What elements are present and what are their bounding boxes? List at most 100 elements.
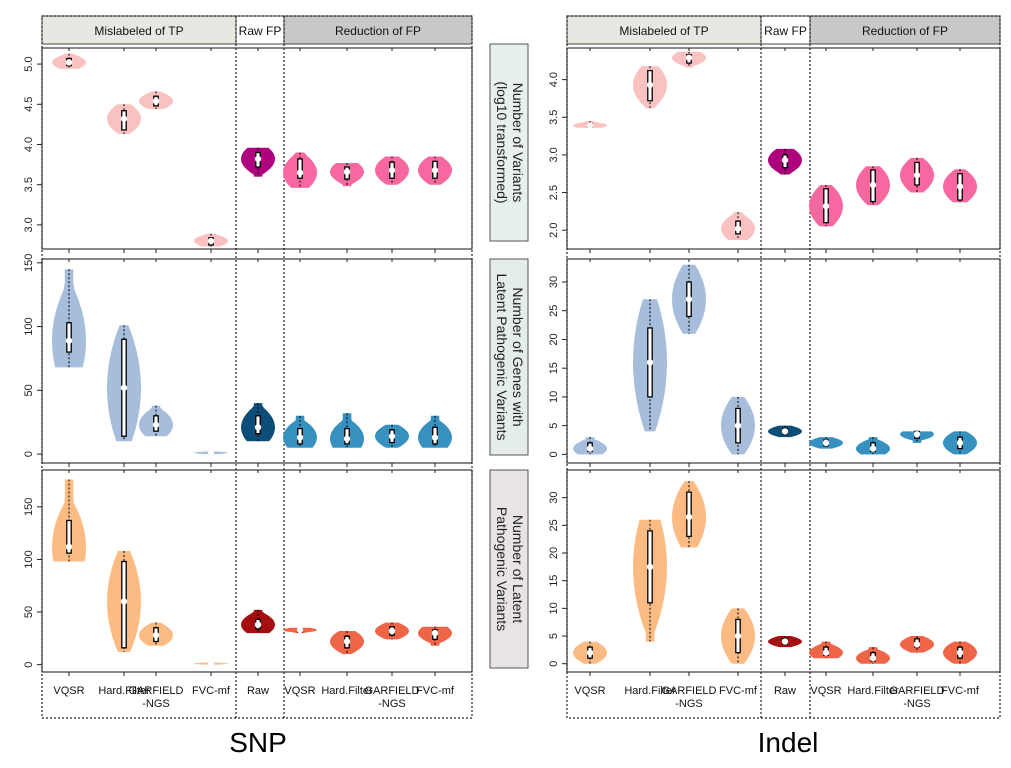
violin-median [152, 631, 160, 639]
violin [330, 630, 364, 655]
violin-median [822, 649, 830, 656]
violin-median [869, 181, 877, 189]
violin-median [869, 445, 877, 452]
violin-median [734, 225, 742, 232]
y-tick-label: 3.5 [548, 110, 560, 125]
violin-median [913, 641, 921, 648]
row-label-line: Number of Latent [510, 515, 526, 623]
y-tick-label: 3.0 [23, 217, 35, 232]
x-tick-label-line: GARFIELD [128, 685, 183, 697]
violin [283, 626, 317, 634]
x-tick-label-line: -NGS [903, 698, 931, 710]
violin-median [343, 638, 351, 645]
violin [856, 166, 890, 206]
row-label-box [489, 43, 529, 242]
violin-median [586, 445, 594, 452]
x-tick-label-line: FVC-mf [192, 685, 231, 697]
panel-title-snp: SNP [229, 727, 287, 758]
y-tick-label: 0 [548, 661, 560, 667]
violin-median [822, 439, 830, 447]
violin [721, 396, 755, 455]
violin [943, 641, 977, 664]
violin [809, 185, 843, 227]
violin-median [254, 155, 262, 163]
violin-median [869, 654, 877, 662]
x-tick-label-line: VQSR [574, 685, 605, 697]
violin [900, 157, 934, 193]
x-tick-label: Hard.Filter [847, 685, 899, 697]
strip-raw-bg [760, 15, 811, 45]
violin-median [120, 598, 128, 605]
x-tick-label: Raw [247, 685, 269, 697]
row-label-box [489, 469, 529, 669]
violin [672, 264, 706, 334]
strip-reduction-label: Reduction of FP [862, 24, 948, 38]
violin-median [343, 435, 351, 442]
strip-reduction-label: Reduction of FP [335, 24, 421, 38]
plot-row-1: 2.0 2.5 3.0 3.5 4.0 [548, 47, 1001, 253]
x-tick-label-line: Hard.Filter [98, 685, 150, 697]
violin [418, 156, 452, 185]
violin [809, 641, 843, 659]
violin-median [734, 422, 742, 429]
violin-box [297, 158, 303, 179]
plot-row-2: 0 5 10 15 20 25 30 [548, 258, 1001, 467]
y-tick-label: 3.5 [23, 177, 35, 192]
violin [241, 403, 275, 442]
x-tick-label-line: -NGS [675, 698, 703, 710]
violin [856, 647, 890, 664]
x-tick-label-line: FVC-mf [941, 685, 980, 697]
y-tick-label: 4.5 [23, 97, 35, 112]
plot-row-1: 3.0 3.5 4.0 4.5 5.0 [23, 47, 473, 253]
violin [52, 53, 86, 69]
violin-median [254, 424, 262, 431]
violin [139, 91, 173, 110]
y-tick-label: 10 [548, 602, 560, 614]
x-tick-label: VQSR [53, 685, 84, 697]
violin [633, 66, 667, 109]
x-tick-label-line: Raw [774, 685, 796, 697]
y-tick-label: 0 [548, 451, 560, 457]
panel-indel: Mislabeled of TP Raw FP Reduction of FP 2.0… [548, 15, 1001, 719]
y-tick-label: 50 [23, 606, 35, 618]
x-tick-label-line: VQSR [810, 685, 841, 697]
violin [241, 609, 275, 634]
y-tick-label: 150 [23, 498, 35, 516]
x-tick-label: FVC-mf [719, 685, 758, 697]
row-label-line: Pathogenic Variants [494, 507, 510, 631]
plot-box [41, 469, 473, 673]
y-tick-label: 4.0 [23, 137, 35, 152]
violin [809, 437, 843, 449]
plot-box [566, 469, 1001, 673]
row-label-line: (log10 transformed) [494, 81, 510, 203]
violin-median [734, 632, 742, 640]
violin-median [781, 638, 789, 645]
y-tick-label: 15 [548, 362, 560, 374]
violin [633, 299, 667, 432]
violin [633, 519, 667, 642]
violin-median [646, 81, 654, 89]
plot-box [41, 47, 473, 250]
violin [943, 431, 977, 455]
violin-median [65, 337, 73, 344]
violin [768, 148, 802, 175]
violin-median [685, 296, 693, 303]
y-tick-label: 5 [548, 633, 560, 639]
violin-median [431, 167, 439, 174]
plot-box [566, 47, 1001, 250]
violin-median [913, 431, 921, 438]
violin-median [120, 115, 128, 122]
row-label-line: Number of Variants [510, 83, 526, 203]
x-tick-label: Hard.Filter [624, 685, 676, 697]
violin [330, 413, 364, 448]
violin [573, 437, 607, 455]
violin-median [207, 449, 215, 456]
violin [375, 156, 409, 185]
panel-title-indel: Indel [758, 727, 819, 758]
y-tick-label: 100 [23, 550, 35, 568]
violin-median [685, 513, 693, 521]
violin-median [913, 172, 921, 179]
y-tick-label: 50 [23, 384, 35, 396]
violin-median [781, 428, 789, 435]
violin-median [388, 167, 396, 174]
